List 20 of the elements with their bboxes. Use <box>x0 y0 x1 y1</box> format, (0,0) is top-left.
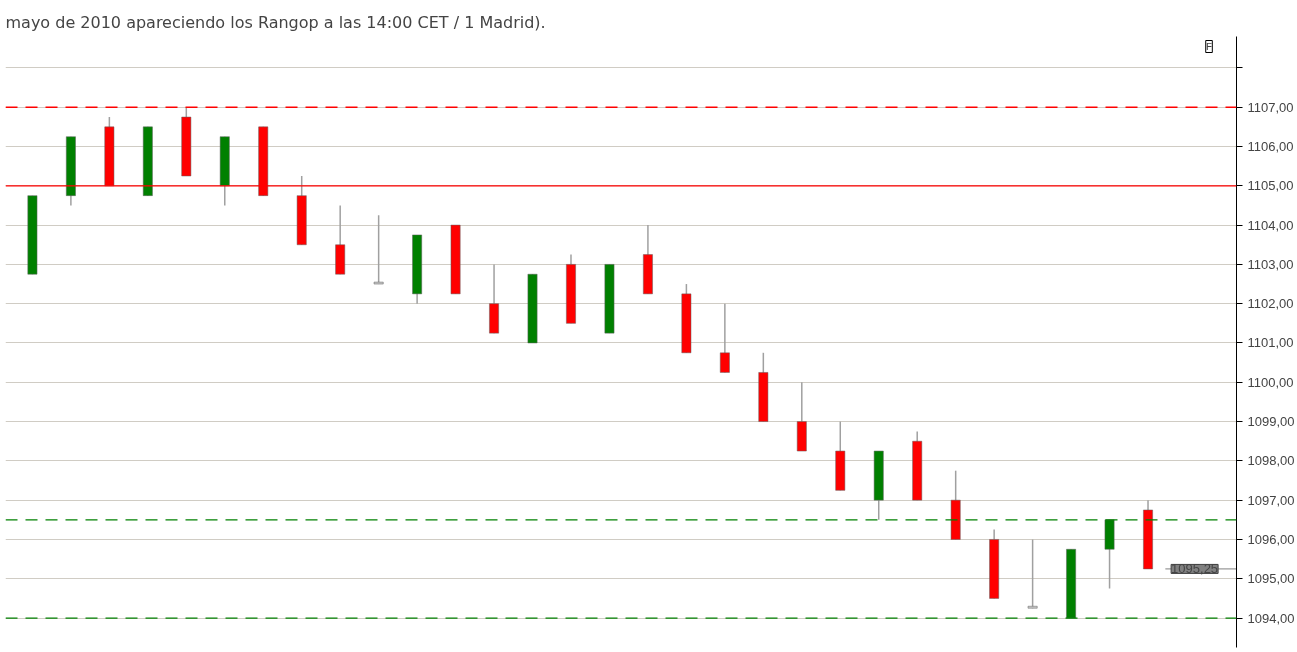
candlestick <box>720 302 730 374</box>
y-tick-label: 1102,00 <box>1247 296 1294 312</box>
y-tick-label: 1104,00 <box>1247 217 1294 233</box>
y-tick-label: 1107,00 <box>1247 99 1294 115</box>
y-tick-label: 1095,00 <box>1247 571 1295 587</box>
chart-title: mayo de 2010 apareciendo los Rangop a las 14:00 CET / 1 Madrid). <box>5 12 546 32</box>
ref-line-label: 1095,25 <box>1171 561 1219 577</box>
text: F <box>1205 40 1213 53</box>
y-tick-label: 1103,00 <box>1247 256 1294 272</box>
y-tick-label: 1106,00 <box>1247 139 1294 155</box>
candlestick <box>1027 538 1038 609</box>
y-tick-label: 1099,00 <box>1247 414 1295 430</box>
candlestick <box>373 214 384 285</box>
y-tick-label: 1096,00 <box>1247 531 1295 547</box>
y-tick-label: 1105,00 <box>1247 178 1294 194</box>
y-tick-label: 1100,00 <box>1247 374 1294 390</box>
y-tick-label: 1098,00 <box>1247 453 1295 469</box>
y-tick-label: 1101,00 <box>1247 335 1294 351</box>
y-tick-label: 1094,00 <box>1247 610 1295 626</box>
y-tick-label: 1097,00 <box>1247 492 1295 508</box>
